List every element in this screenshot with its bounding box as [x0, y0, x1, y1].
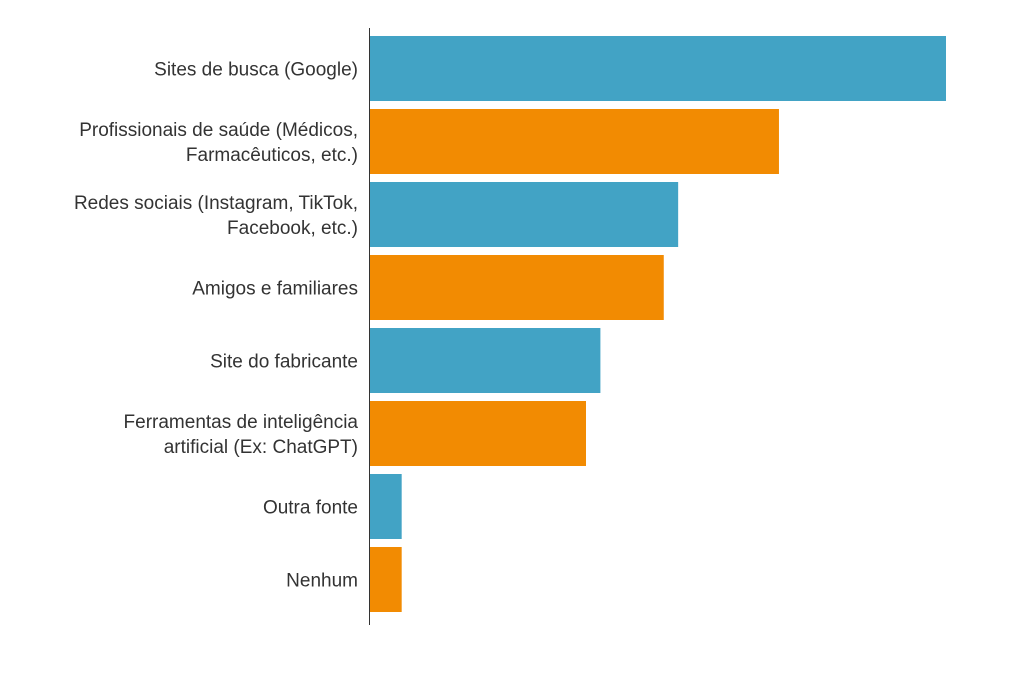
category-label-line: artificial (Ex: ChatGPT) [164, 437, 358, 458]
bars-group [370, 36, 946, 612]
category-labels-group: Sites de busca (Google) Profissionais de … [74, 60, 358, 592]
category-label-2: Redes sociais (Instagram, TikTok, Faceboo… [74, 193, 358, 239]
category-label-0: Sites de busca (Google) [154, 60, 358, 81]
category-label-4: Site do fabricante [210, 352, 358, 373]
category-label-3: Amigos e familiares [192, 279, 358, 300]
category-label-line: Farmacêuticos, etc.) [186, 145, 358, 166]
bar-2 [370, 182, 679, 247]
category-label-5: Ferramentas de inteligência artificial (E… [124, 412, 359, 458]
category-label-line: Site do fabricante [210, 352, 358, 373]
category-label-line: Ferramentas de inteligência [124, 412, 359, 433]
bar-0 [370, 36, 946, 101]
category-label-1: Profissionais de saúde (Médicos, Farmacêu… [79, 120, 358, 166]
category-label-line: Facebook, etc.) [227, 218, 358, 239]
bar-7 [370, 547, 402, 612]
bar-6 [370, 474, 402, 539]
bar-1 [370, 109, 779, 174]
bar-5 [370, 401, 586, 466]
category-label-line: Sites de busca (Google) [154, 60, 358, 81]
category-label-line: Outra fonte [263, 498, 358, 519]
category-label-7: Nenhum [286, 571, 358, 592]
category-label-line: Amigos e familiares [192, 279, 358, 300]
category-label-line: Nenhum [286, 571, 358, 592]
category-label-line: Profissionais de saúde (Médicos, [79, 120, 358, 141]
bar-4 [370, 328, 601, 393]
category-label-line: Redes sociais (Instagram, TikTok, [74, 193, 358, 214]
category-label-6: Outra fonte [263, 498, 358, 519]
bar-3 [370, 255, 664, 320]
